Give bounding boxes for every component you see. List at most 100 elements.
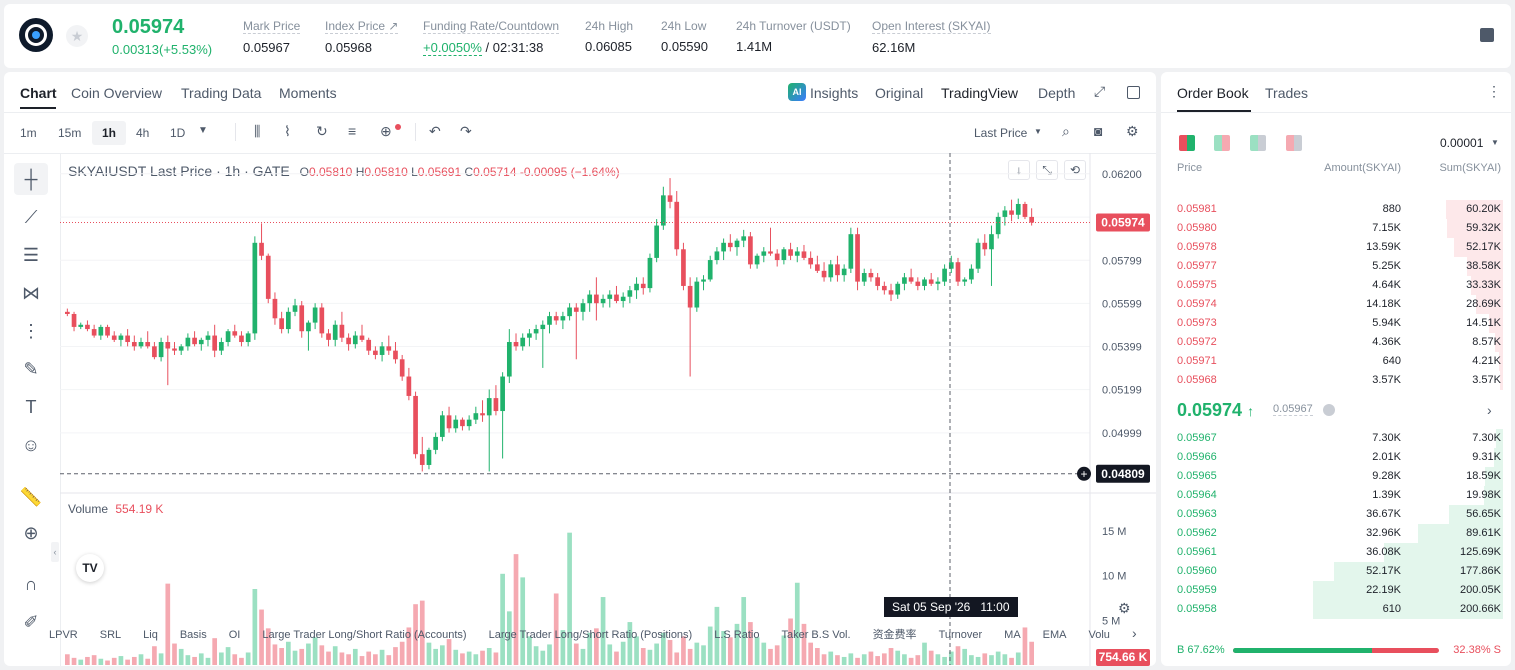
order-row[interactable]: 0.05962 32.96K 89.61K: [1161, 524, 1511, 543]
indicator-12[interactable]: EMA: [1042, 629, 1067, 641]
tab-coin-overview[interactable]: Coin Overview: [71, 85, 163, 101]
interval-4h[interactable]: 4h: [136, 126, 150, 140]
indicator-0[interactable]: LPVR: [49, 629, 78, 641]
order-row[interactable]: 0.05958 610 200.66K: [1161, 600, 1511, 619]
collapse-icon[interactable]: ⤡: [1036, 160, 1058, 180]
order-row[interactable]: 0.05974 14.18K 28.69K: [1161, 295, 1511, 314]
view-original[interactable]: Original: [875, 85, 924, 101]
expand-icon[interactable]: ⤢: [1094, 83, 1106, 99]
time-axis-settings-icon[interactable]: ⚙: [1118, 600, 1131, 616]
view-split-icon[interactable]: [1214, 135, 1230, 151]
more-options-icon[interactable]: ⋮: [1487, 83, 1501, 99]
order-row[interactable]: 0.05971 640 4.21K: [1161, 352, 1511, 371]
interval-15m[interactable]: 15m: [58, 126, 82, 140]
interval-1d[interactable]: 1D: [170, 126, 186, 140]
indicator-3[interactable]: Basis: [179, 629, 207, 641]
order-row[interactable]: 0.05960 52.17K 177.86K: [1161, 562, 1511, 581]
ruler-tool-icon[interactable]: 📏: [19, 486, 43, 507]
order-row[interactable]: 0.05965 9.28K 18.59K: [1161, 467, 1511, 486]
compare-icon[interactable]: ↻: [316, 123, 328, 139]
interval-dropdown-icon[interactable]: ▼: [198, 125, 208, 136]
tab-order-book[interactable]: Order Book: [1177, 85, 1249, 101]
order-row[interactable]: 0.05964 1.39K 19.98K: [1161, 486, 1511, 505]
text-tool-icon[interactable]: T: [25, 396, 37, 417]
indicator-8[interactable]: Taker B.S Vol.: [781, 629, 851, 641]
tab-moments[interactable]: Moments: [279, 85, 337, 101]
settings-gear-icon[interactable]: ⚙: [1126, 123, 1139, 139]
stat-funding-rate[interactable]: Funding Rate/Countdown +0.0050% / 02:31:3…: [423, 19, 560, 56]
indicator-9[interactable]: 资金费率: [872, 629, 917, 641]
indicator-10[interactable]: Turnover: [938, 629, 983, 641]
view-depth[interactable]: Depth: [1038, 85, 1076, 101]
search-icon[interactable]: ⌕: [1062, 123, 1070, 139]
fib-tool-icon[interactable]: ☰: [22, 244, 40, 265]
collapse-sidebar-icon[interactable]: ‹: [51, 542, 59, 562]
indicator-7[interactable]: L.S Ratio: [714, 629, 760, 641]
emoji-tool-icon[interactable]: ☺: [21, 434, 41, 455]
zoom-tool-icon[interactable]: ⊕: [23, 522, 39, 543]
price-type-dropdown-icon[interactable]: ▼: [1034, 127, 1042, 136]
indicator-2[interactable]: Liq: [143, 629, 158, 641]
order-row[interactable]: 0.05968 3.57K 3.57K: [1161, 371, 1511, 390]
ai-insights-icon[interactable]: AI: [788, 83, 806, 101]
redo-icon[interactable]: ↷: [460, 123, 472, 139]
undo-icon[interactable]: ↶: [429, 123, 441, 139]
price-type-select[interactable]: Last Price: [974, 126, 1028, 140]
order-row[interactable]: 0.05978 13.59K 52.17K: [1161, 238, 1511, 257]
stat-index-price[interactable]: Index Price ↗ 0.05968: [325, 19, 399, 55]
templates-icon[interactable]: ≡: [348, 123, 357, 139]
stat-open-interest[interactable]: Open Interest (SKYAI) 62.16M: [872, 19, 991, 55]
tab-chart[interactable]: Chart: [20, 85, 57, 101]
pattern-tool-icon[interactable]: ⋈: [22, 282, 40, 303]
order-row[interactable]: 0.05972 4.36K 8.57K: [1161, 333, 1511, 352]
order-row[interactable]: 0.05961 36.08K 125.69K: [1161, 543, 1511, 562]
indicator-6[interactable]: Large Trader Long/Short Ratio (Positions…: [488, 629, 693, 641]
order-row[interactable]: 0.05963 36.67K 56.65K: [1161, 505, 1511, 524]
chevron-right-icon[interactable]: ›: [1487, 402, 1492, 418]
interval-1m[interactable]: 1m: [20, 126, 37, 140]
order-row[interactable]: 0.05975 4.64K 33.33K: [1161, 276, 1511, 295]
add-alert-icon[interactable]: ⊕: [380, 123, 392, 139]
favorite-star-icon[interactable]: ★: [66, 25, 88, 47]
tab-trading-data[interactable]: Trading Data: [181, 85, 262, 101]
view-tradingview[interactable]: TradingView: [941, 85, 1019, 101]
reset-chart-icon[interactable]: ⟲: [1064, 160, 1086, 180]
view-insights[interactable]: Insights: [810, 85, 859, 101]
indicator-13[interactable]: Volu: [1088, 629, 1110, 641]
projection-tool-icon[interactable]: ⋮: [22, 320, 40, 341]
crosshair-tool-icon[interactable]: ┼: [14, 163, 48, 195]
indicator-4[interactable]: OI: [228, 629, 241, 641]
indicators-icon[interactable]: ⌇: [284, 123, 291, 139]
order-row[interactable]: 0.05981 880 60.20K: [1161, 200, 1511, 219]
window-icon[interactable]: [1127, 86, 1140, 99]
magnet-tool-icon[interactable]: ∩: [24, 573, 38, 594]
view-asks-icon[interactable]: [1286, 135, 1302, 151]
view-bids-icon[interactable]: [1250, 135, 1266, 151]
trendline-tool-icon[interactable]: ⟋: [24, 206, 38, 227]
scroll-down-icon[interactable]: ↓: [1008, 160, 1030, 180]
indicator-1[interactable]: SRL: [99, 629, 122, 641]
order-row[interactable]: 0.05977 5.25K 38.58K: [1161, 257, 1511, 276]
mark-price-info-icon[interactable]: [1323, 404, 1335, 416]
candlestick-chart[interactable]: 0.062000.059990.057990.055990.053990.051…: [60, 153, 1156, 666]
order-row[interactable]: 0.05966 2.01K 9.31K: [1161, 448, 1511, 467]
indicator-11[interactable]: MA: [1004, 629, 1021, 641]
order-row[interactable]: 0.05980 7.15K 59.32K: [1161, 219, 1511, 238]
precision-select[interactable]: 0.00001: [1440, 136, 1484, 150]
interval-1h[interactable]: 1h: [92, 121, 127, 145]
view-both-icon[interactable]: [1179, 135, 1195, 151]
brush-tool-icon[interactable]: ✎: [23, 358, 39, 379]
camera-icon[interactable]: ◙: [1094, 123, 1103, 139]
candle-type-icon[interactable]: ⫼: [254, 123, 261, 139]
notebook-icon[interactable]: [1480, 28, 1494, 42]
mid-price[interactable]: 0.05974 ↑: [1177, 400, 1255, 420]
stat-mark-price[interactable]: Mark Price 0.05967: [243, 19, 301, 55]
precision-dropdown-icon[interactable]: ▼: [1491, 138, 1499, 147]
order-row[interactable]: 0.05973 5.94K 14.51K: [1161, 314, 1511, 333]
indicator-scroll-icon[interactable]: ›: [1131, 625, 1137, 641]
tab-trades[interactable]: Trades: [1265, 85, 1309, 101]
indicator-5[interactable]: Large Trader Long/Short Ratio (Accounts): [262, 629, 467, 641]
lock-drawing-icon[interactable]: ✐: [23, 611, 39, 632]
order-row[interactable]: 0.05959 22.19K 200.05K: [1161, 581, 1511, 600]
order-row[interactable]: 0.05967 7.30K 7.30K: [1161, 429, 1511, 448]
